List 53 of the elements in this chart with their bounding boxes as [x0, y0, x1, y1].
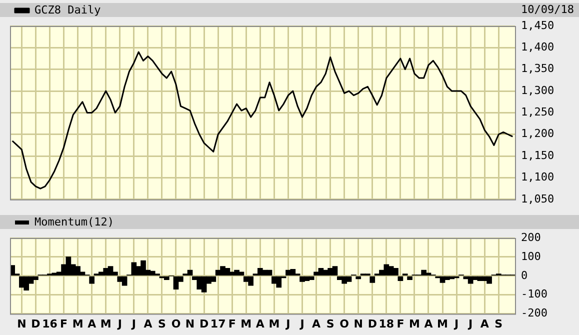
y-tick-label: 1,450: [521, 18, 554, 32]
x-tick-label: S: [158, 317, 166, 330]
x-tick-label: D: [31, 317, 40, 330]
x-tick-label: O: [340, 317, 350, 330]
x-tick-label: A: [480, 317, 490, 330]
y-tick-label: 1,250: [521, 106, 554, 119]
y-tick-label: 0: [521, 268, 528, 282]
x-tick-label: M: [437, 317, 448, 330]
x-tick-label: D: [199, 317, 209, 330]
y-tick-label: 100: [521, 250, 541, 263]
x-tick-label: S: [326, 317, 334, 330]
y-tick-label: 1,300: [521, 84, 554, 97]
x-tick-label: M: [240, 317, 252, 330]
y-tick-label: 200: [521, 230, 541, 244]
x-tick-label: N: [354, 317, 363, 330]
x-tick-label: 16: [42, 317, 58, 330]
x-tick-label: J: [468, 317, 473, 330]
y-tick-label: 1,400: [521, 40, 554, 54]
x-tick-label: O: [171, 317, 181, 330]
y-tick-label: 1,200: [521, 127, 554, 140]
y-tick-label: 1,150: [521, 148, 554, 162]
x-tick-label: S: [494, 317, 503, 330]
x-tick-label: N: [185, 317, 195, 330]
x-tick-label: D: [368, 317, 377, 330]
y-tick-label: 1,350: [521, 62, 554, 76]
x-tick-label: A: [144, 317, 153, 330]
x-tick-label: F: [396, 317, 404, 330]
x-tick-label: 18: [378, 317, 394, 330]
x-tick-label: J: [454, 317, 459, 330]
legend-label: GCZ8 Daily: [34, 3, 102, 16]
x-tick-label: A: [424, 317, 434, 330]
x-tick-label: M: [72, 317, 84, 330]
y-tick-label: -100: [521, 288, 548, 301]
x-tick-label: 17: [210, 317, 226, 330]
text: 10/09/18: [521, 2, 574, 16]
x-tick-label: J: [299, 317, 304, 330]
x-tick-label: J: [130, 317, 136, 330]
bar: [308, 276, 314, 280]
legend-label: Momentum(12): [34, 215, 114, 228]
x-tick-label: A: [256, 317, 265, 330]
x-tick-label: M: [100, 317, 112, 330]
x-tick-label: A: [312, 317, 322, 330]
y-tick-label: -200: [521, 306, 548, 320]
y-tick-label: 1,100: [521, 170, 554, 184]
x-tick-label: M: [408, 317, 420, 330]
x-tick-label: J: [116, 317, 122, 330]
x-tick-label: F: [228, 317, 236, 330]
x-tick-label: A: [88, 317, 97, 330]
x-tick-label: F: [60, 317, 68, 330]
x-tick-label: N: [17, 317, 26, 330]
x-tick-label: M: [268, 317, 280, 330]
x-tick-label: J: [285, 317, 290, 330]
y-tick-label: 1,050: [521, 192, 554, 206]
